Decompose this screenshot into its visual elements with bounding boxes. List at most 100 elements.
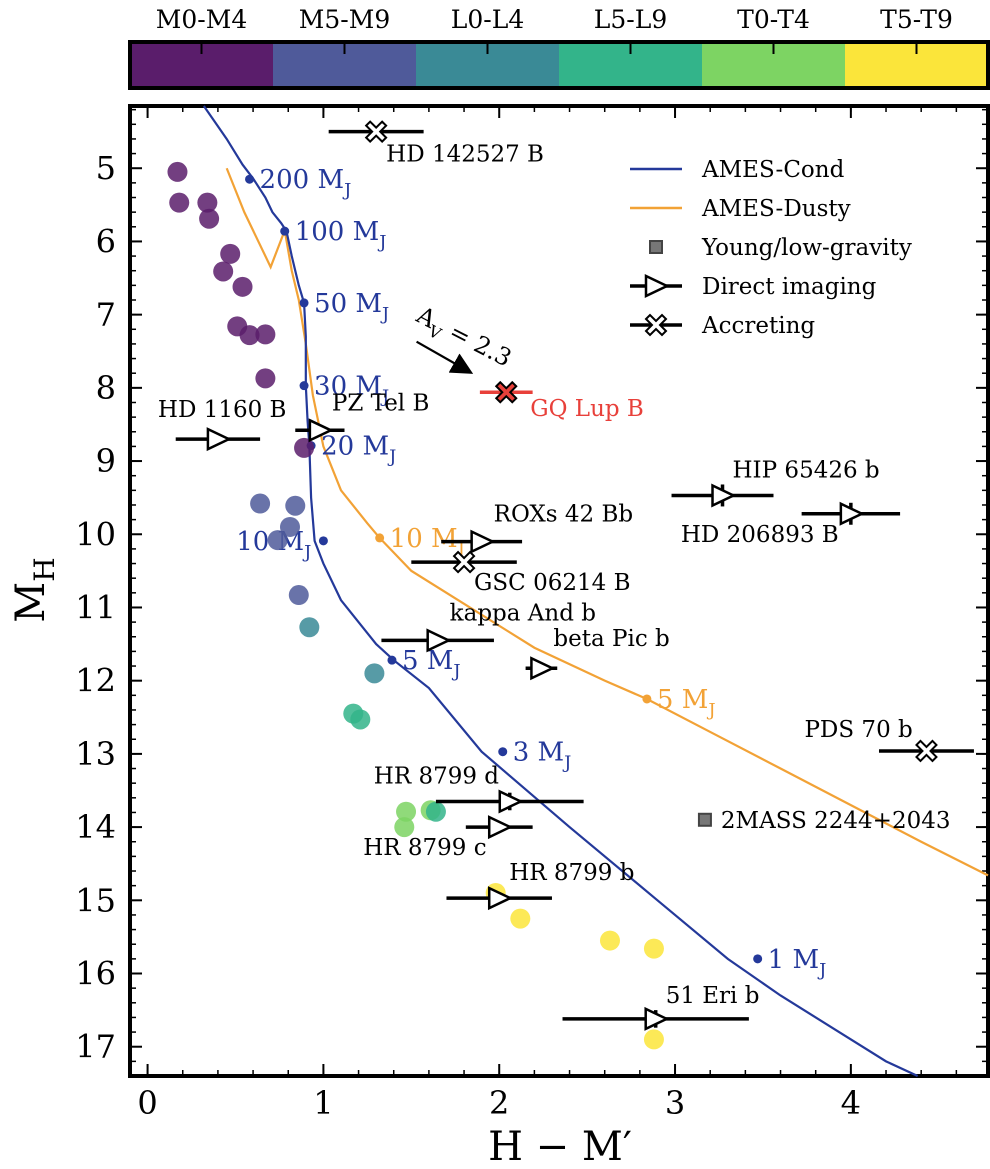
companion-label: kappa And b — [450, 600, 596, 626]
field-dwarf-point — [255, 368, 276, 389]
extinction-annotation: AV = 2.3 — [409, 300, 516, 376]
field-dwarf-point — [396, 801, 417, 822]
mass-dot — [318, 536, 328, 546]
mass-dot — [299, 381, 309, 391]
companion-markers: HD 142527 B HD 1160 B PZ Tel B GQ Lup B HIP … — [158, 120, 974, 1031]
mass-dot — [642, 694, 652, 704]
legend-square — [649, 240, 663, 254]
field-dwarf-point — [220, 243, 241, 264]
mass-dot — [245, 174, 255, 184]
field-dwarf-point — [213, 261, 234, 282]
field-dwarf-point — [250, 493, 271, 514]
colorbar-labels: M0-M4 M5-M9 L0-L4 L5-L9 T0-T4 T5-T9 — [156, 5, 953, 34]
companion: PZ Tel B — [295, 390, 429, 443]
extinction-label: AV = 2.3 — [409, 300, 516, 376]
colorbar-label: L0-L4 — [451, 5, 524, 34]
mass-label: 3 MJ — [513, 738, 572, 774]
field-dwarf-point — [267, 530, 288, 551]
y-tick-label: 7 — [96, 296, 116, 334]
field-dwarf-point — [197, 192, 218, 213]
legend-triangle — [644, 274, 670, 298]
square-marker — [697, 812, 712, 827]
x-tick-label: 1 — [313, 1084, 333, 1122]
field-dwarf-point — [510, 908, 531, 929]
mass-dot — [387, 655, 397, 665]
mass-label: 1 MJ — [768, 945, 827, 981]
y-tick-label: 9 — [96, 442, 116, 480]
triangle-marker — [711, 483, 737, 508]
field-dwarf-point — [299, 617, 320, 638]
y-tick-label: 15 — [75, 881, 116, 919]
mass-dot — [498, 747, 508, 757]
field-dwarf-point — [364, 663, 385, 684]
legend-label: Accreting — [701, 313, 815, 339]
x-tick-label: 4 — [841, 1084, 861, 1122]
triangle-marker — [487, 886, 514, 911]
companion: PDS 70 b — [804, 717, 974, 763]
y-tick-label: 6 — [96, 222, 116, 260]
colorbar-label: M0-M4 — [156, 5, 247, 34]
field-dwarf-point — [255, 324, 276, 345]
colorbar-label: T5-T9 — [880, 5, 953, 34]
companion: kappa And b — [381, 600, 596, 653]
legend-label: AMES-Cond — [701, 157, 845, 183]
legend-label: Direct imaging — [702, 274, 877, 300]
field-dwarf-point — [199, 208, 220, 229]
companion: GSC 06214 B — [411, 550, 630, 596]
companion-label: HD 1160 B — [158, 397, 287, 423]
companion-label: HR 8799 b — [509, 860, 634, 886]
field-dwarf-point — [239, 325, 260, 346]
mass-label: 100 MJ — [295, 217, 387, 253]
companion: HD 142527 B — [328, 120, 544, 168]
y-axis-label: MH — [8, 557, 61, 622]
y-axis-label-sub: H — [28, 557, 61, 581]
companion-label: 2MASS 2244+2043 — [721, 808, 951, 834]
mass-label: 20 MJ — [321, 432, 396, 468]
mass-label: 5 MJ — [657, 685, 716, 721]
companion-label: 51 Eri b — [666, 983, 760, 1009]
mass-dot — [753, 954, 763, 964]
x-marker — [494, 380, 518, 404]
companion: HR 8799 d — [374, 763, 584, 814]
colorbar — [128, 40, 990, 90]
companion-label: ROXs 42 Bb — [494, 502, 633, 528]
legend-label: Young/low-gravity — [701, 235, 912, 261]
x-marker — [364, 120, 388, 144]
ames-dusty-curve — [225, 167, 989, 877]
triangle-marker — [498, 789, 524, 814]
companion: beta Pic b — [525, 626, 670, 681]
field-dwarf-point — [350, 709, 371, 730]
companion-label: HD 142527 B — [386, 142, 544, 168]
legend-item: AMES-Dusty — [630, 196, 851, 222]
x-tick-label: 3 — [665, 1084, 685, 1122]
legend-item: Accreting — [630, 313, 815, 339]
triangle-marker — [644, 1006, 670, 1031]
field-dwarf-point — [169, 192, 190, 213]
ames-cond-curve — [202, 105, 919, 1077]
companion: HR 8799 c — [363, 815, 533, 861]
triangle-marker — [487, 815, 514, 840]
x-marker — [452, 550, 476, 574]
legend-x — [644, 313, 668, 337]
companion: ROXs 42 Bb — [441, 502, 633, 554]
field-dwarf-point — [643, 938, 664, 959]
legend: AMES-Cond AMES-Dusty Young/low-gravity Dire… — [630, 157, 912, 339]
plot-frame — [128, 104, 990, 1078]
x-tick-label: 0 — [137, 1084, 157, 1122]
triangle-marker — [839, 501, 865, 526]
companion: HIP 65426 b — [671, 457, 880, 508]
y-tick-label: 14 — [75, 808, 116, 846]
field-dwarf-point — [285, 495, 306, 516]
companion-label: HR 8799 d — [374, 763, 500, 789]
triangle-marker — [206, 427, 232, 452]
field-dwarf-point — [232, 276, 253, 297]
colorbar-label: L5-L9 — [594, 5, 667, 34]
companion-label: GSC 06214 B — [474, 570, 630, 596]
x-tick-label: 2 — [489, 1084, 509, 1122]
y-tick-label: 17 — [75, 1028, 116, 1066]
companion: GQ Lup B — [479, 380, 644, 422]
colorbar-label: T0-T4 — [737, 5, 810, 34]
field-dwarf-point — [425, 801, 446, 822]
